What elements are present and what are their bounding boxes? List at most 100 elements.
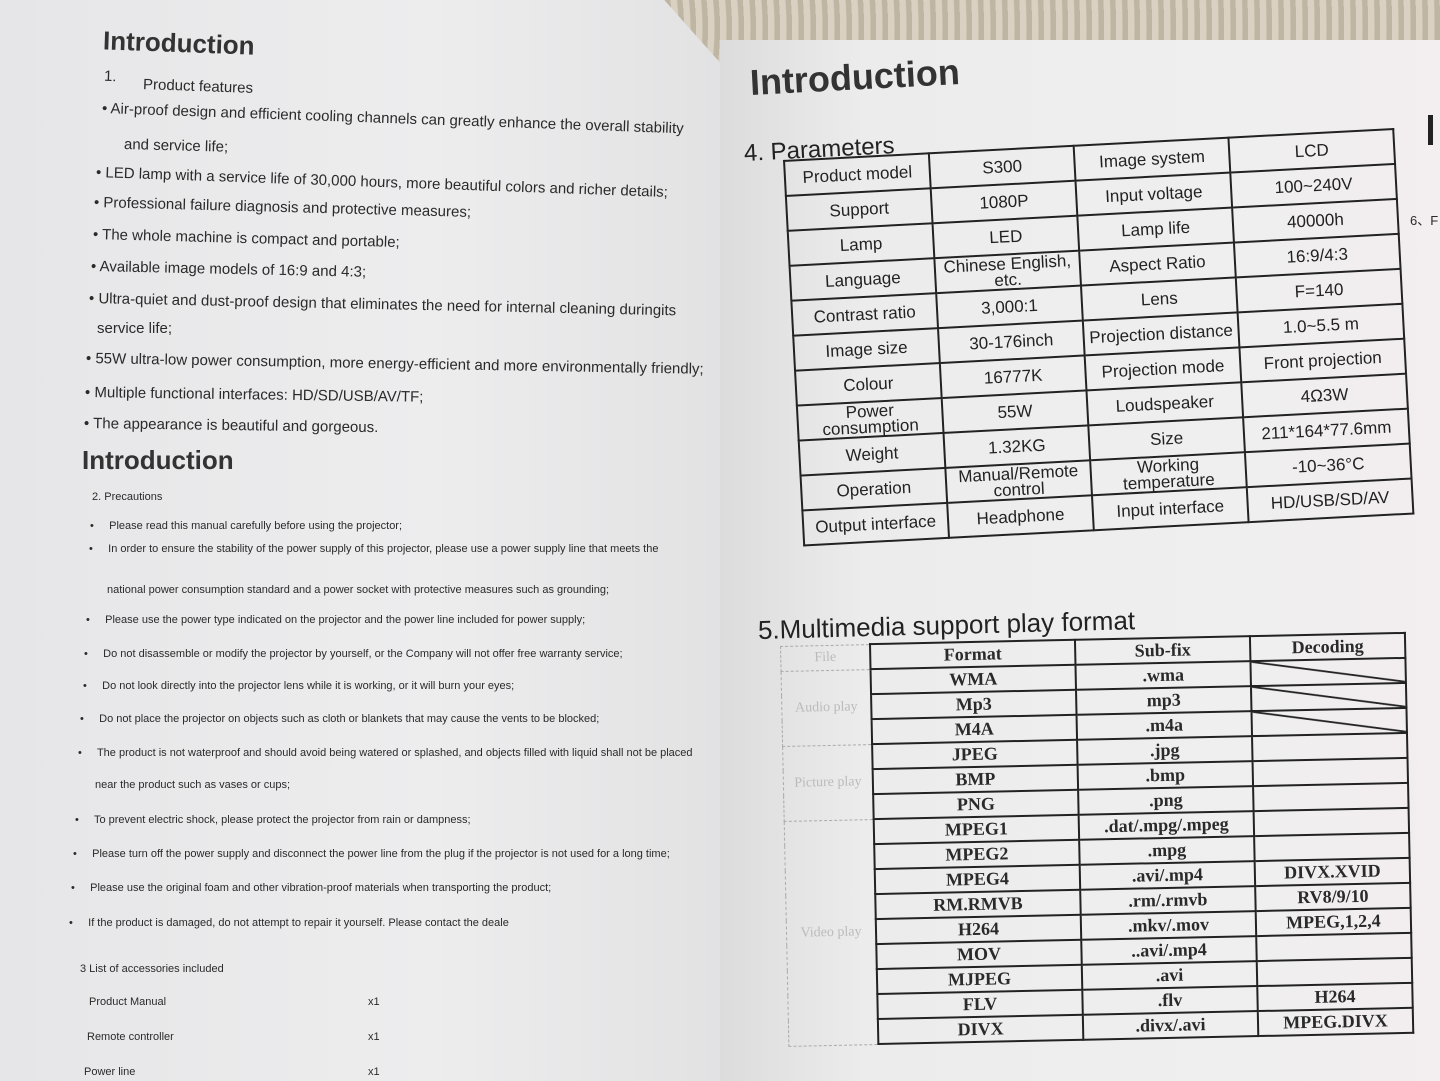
feature-item: • Multiple functional interfaces: HD/SD/… [84,384,424,406]
feature-item: • The appearance is beautiful and gorgeo… [83,415,379,437]
precaution-text: If the product is damaged, do not attemp… [88,917,509,929]
decoding-cell [1250,682,1407,712]
subfix-cell: .jpg [1077,736,1253,765]
precautions-title: 2. Precautions [92,491,163,503]
accessory-name: Power line [84,1066,136,1078]
precaution-text: Please turn off the power supply and dis… [92,848,670,860]
decoding-cell [1256,957,1413,987]
feature-item-cont: service life; [97,320,173,337]
feature-text: The whole machine is compact and portabl… [101,226,400,252]
file-group: Video play [784,819,879,1046]
subfix-cell: .m4a [1076,711,1253,740]
precaution-item-cont: national power consumption standard and … [107,584,610,596]
precaution-item: • Please use the original foam and other… [71,882,552,894]
feature-item: • Available image models of 16:9 and 4:3… [90,258,367,281]
subfix-cell: .png [1078,786,1254,815]
precaution-item: • To prevent electric shock, please prot… [75,814,471,826]
subfix-cell: .flv [1082,986,1258,1015]
precaution-item: • The product is not waterproof and shou… [78,747,693,759]
decoding-cell [1253,782,1409,812]
subfix-cell: .dat/.mpg/.mpeg [1078,811,1255,840]
parameter-label: Output interface [802,502,950,546]
multimedia-table: File Format Sub-fix Decoding Audio play WMA .w… [780,632,1414,1047]
precaution-item: • If the product is damaged, do not atte… [69,917,509,929]
precaution-text: Please read this manual carefully before… [109,520,403,532]
feature-item-cont: and service life; [123,136,229,156]
subfix-cell: .bmp [1077,761,1254,790]
accessory-name: Product Manual [89,996,167,1008]
precaution-text: The product is not waterproof and should… [96,747,693,759]
decoding-cell: MPEG,1,2,4 [1255,907,1412,937]
heading-introduction-2: Introduction [82,445,234,475]
precaution-item: • Please read this manual carefully befo… [90,520,403,532]
feature-text: Air-proof design and efficient cooling c… [110,100,684,138]
subfix-cell: .avi [1081,961,1258,990]
subfix-cell: .rm/.rmvb [1080,886,1256,915]
precaution-text: Do not disassemble or modify the project… [103,648,623,660]
subfix-cell: mp3 [1076,686,1252,715]
precaution-text: In order to ensure the stability of the … [108,543,659,555]
accessory-name: Remote controller [87,1031,174,1043]
column-header: File [780,644,871,671]
parameter-value: Headphone [947,495,1094,538]
precaution-text: Please use the original foam and other v… [90,882,552,894]
accessory-qty: x1 [368,996,380,1008]
subfix-cell: .mkv/.mov [1080,911,1257,940]
left-page: Introduction 1. Product features • Air-p… [0,0,722,1081]
feature-item: • The whole machine is compact and porta… [92,226,400,252]
decoding-cell [1256,932,1412,962]
adjacent-page-ref: 6、F [1410,213,1439,228]
subfix-cell: ..avi/.mp4 [1081,936,1257,965]
decoding-cell: RV8/9/10 [1255,882,1411,912]
features-number: 1. [103,67,117,86]
parameter-value: HD/USB/SD/AV [1246,478,1414,523]
decoding-cell [1252,732,1408,762]
subfix-cell: .mpg [1079,836,1255,865]
decoding-cell [1251,707,1407,737]
column-header: Decoding [1249,632,1406,662]
precaution-item: • Do not place the projector on objects … [80,713,600,725]
feature-text: The appearance is beautiful and gorgeous… [93,415,379,437]
feature-item: • 55W ultra-low power consumption, more … [85,350,704,378]
precaution-item-cont: near the product such as vases or cups; [95,779,291,791]
feature-item: • Air-proof design and efficient cooling… [101,100,684,138]
feature-text: Multiple functional interfaces: HD/SD/US… [94,384,424,406]
subfix-cell: .avi/.mp4 [1079,861,1256,890]
precaution-text: To prevent electric shock, please protec… [93,814,471,826]
subfix-cell: .divx/.avi [1082,1011,1259,1040]
feature-item: • Professional failure diagnosis and pro… [93,194,472,221]
precaution-item: • Do not disassemble or modify the proje… [84,648,623,660]
decoding-cell: MPEG.DIVX [1257,1007,1414,1037]
decoding-cell [1254,832,1410,862]
format-cell: DIVX [877,1014,1084,1045]
feature-text: Ultra-quiet and dust-proof design that e… [98,290,677,320]
decoding-cell: DIVX.XVID [1254,857,1411,887]
decoding-cell [1253,807,1410,837]
precaution-text: Please use the power type indicated on t… [105,614,586,626]
decoding-cell: H264 [1257,982,1413,1012]
parameters-table: Product model S300 Image system LCD Support 1… [783,128,1414,546]
accessory-qty: x1 [368,1031,380,1043]
accessories-title: 3 List of accessories included [80,963,224,975]
feature-text: Available image models of 16:9 and 4:3; [99,258,367,281]
file-group: Audio play [781,669,873,746]
precaution-item: • Do not look directly into the projecto… [83,680,515,692]
adjacent-page-mark [1428,115,1433,145]
column-header: Sub-fix [1074,636,1251,665]
accessory-qty: x1 [368,1066,380,1078]
features-title: Product features [142,76,254,97]
decoding-cell [1250,657,1406,687]
feature-text: LED lamp with a service life of 30,000 h… [105,164,669,201]
feature-text: Professional failure diagnosis and prote… [103,194,472,221]
feature-text: 55W ultra-low power consumption, more en… [95,350,704,378]
precaution-text: Do not place the projector on objects su… [99,713,600,725]
precaution-text: Do not look directly into the projector … [102,680,515,692]
decoding-cell [1252,757,1409,787]
parameter-label: Input interface [1091,487,1249,531]
precaution-item: • Please use the power type indicated on… [86,614,586,626]
precaution-item: • Please turn off the power supply and d… [73,848,670,860]
file-group: Picture play [782,744,874,821]
heading-introduction: Introduction [102,25,256,61]
subfix-cell: .wma [1075,661,1251,690]
feature-item: • Ultra-quiet and dust-proof design that… [88,290,677,320]
